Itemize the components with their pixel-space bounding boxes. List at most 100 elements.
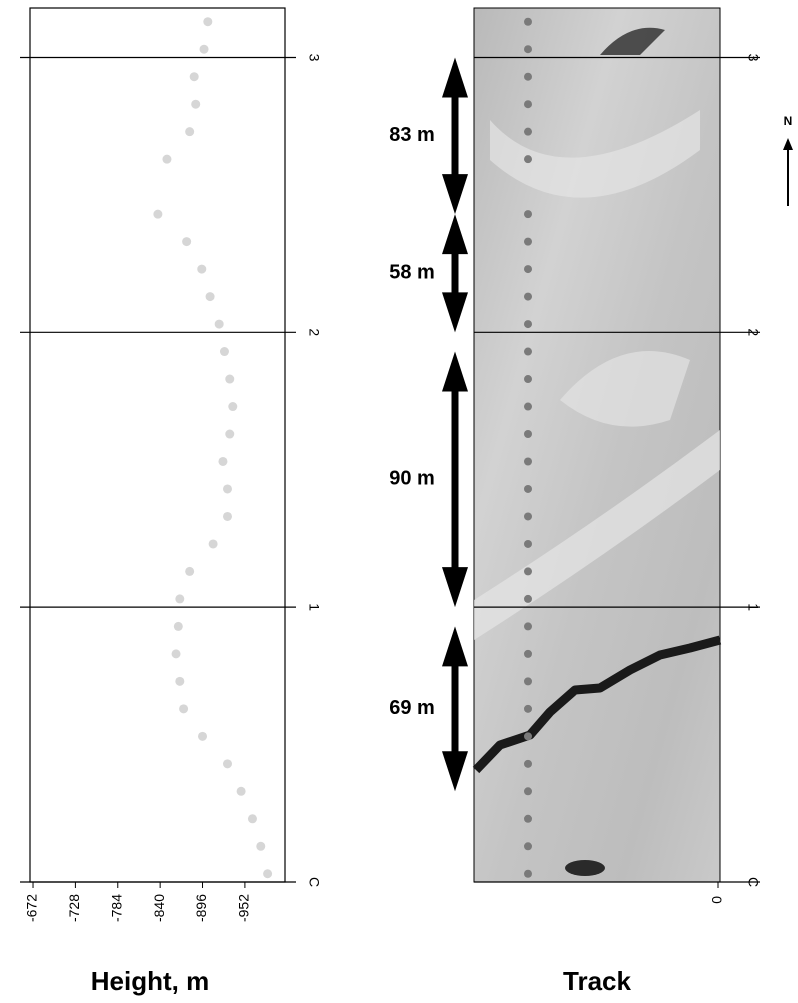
y-tick-label: C: [745, 877, 761, 887]
track-dot: [524, 72, 532, 81]
image-ridge: [474, 430, 720, 640]
span-label: 58 m: [389, 262, 435, 284]
track-dot: [524, 375, 532, 384]
track-dot: [524, 17, 532, 26]
track-dot: [524, 677, 532, 686]
track-dot: [524, 512, 532, 521]
data-point: [228, 402, 238, 412]
span-label: 69 m: [389, 697, 435, 719]
data-point: [236, 786, 246, 796]
track-dot: [524, 539, 532, 548]
x-axis-label: Height, m: [91, 966, 209, 996]
data-point: [208, 539, 218, 549]
track-dot: [524, 759, 532, 768]
track-dot: [524, 869, 532, 878]
data-point: [225, 429, 235, 439]
data-point: [205, 292, 215, 302]
image-ridge: [490, 110, 700, 198]
track-dot: [524, 45, 532, 54]
track-dot: [524, 704, 532, 713]
x-tick-label: 0: [709, 896, 725, 904]
image-shadow: [565, 860, 605, 876]
data-point: [222, 511, 232, 521]
data-point: [175, 594, 185, 604]
span-label: 83 m: [389, 124, 435, 146]
track-dot: [524, 402, 532, 411]
x-tick-label: -952: [236, 894, 252, 922]
track-dot: [524, 842, 532, 851]
y-tick-label: C: [306, 877, 322, 887]
data-point: [153, 209, 163, 219]
span-arrow-part: [442, 57, 468, 98]
track-dot: [524, 484, 532, 493]
track-dot: [524, 814, 532, 823]
data-point: [218, 456, 228, 466]
x-axis-label: Track: [563, 966, 631, 996]
data-point: [185, 127, 195, 137]
data-point: [247, 814, 257, 824]
data-point: [162, 154, 172, 164]
track-dot: [524, 292, 532, 301]
span-arrow: [442, 626, 468, 792]
data-point: [197, 264, 207, 274]
data-point: [219, 347, 229, 357]
span-arrow-part: [442, 626, 468, 667]
track-dot: [524, 622, 532, 631]
data-point: [198, 731, 208, 741]
x-tick-label: -896: [193, 894, 209, 922]
span-arrow-part: [442, 292, 468, 333]
span-arrow-part: [442, 567, 468, 608]
span-arrow-part: [442, 751, 468, 792]
track-dot: [524, 732, 532, 741]
y-tick-label: 2: [745, 328, 761, 336]
span-arrow-part: [442, 351, 468, 392]
x-tick-label: -728: [66, 894, 82, 922]
span-arrow-part: [442, 214, 468, 255]
track-dot: [524, 265, 532, 274]
track-dot: [524, 155, 532, 164]
image-ridge: [560, 351, 690, 427]
x-tick-label: -784: [108, 894, 124, 922]
track-dot: [524, 649, 532, 658]
north-label: N: [784, 114, 793, 128]
y-tick-label: 1: [306, 603, 322, 611]
data-point: [175, 676, 185, 686]
image-shadow: [600, 27, 665, 55]
y-tick-label: 1: [745, 603, 761, 611]
track-dot: [524, 237, 532, 246]
track-dot: [524, 210, 532, 219]
span-arrow: [442, 214, 468, 333]
data-point: [182, 237, 192, 247]
data-point: [191, 99, 201, 109]
span-arrow: [442, 351, 468, 608]
data-point: [199, 44, 209, 54]
data-point: [171, 649, 181, 659]
track-dot: [524, 347, 532, 356]
data-point: [203, 17, 213, 27]
track-dot: [524, 100, 532, 109]
track-dot: [524, 127, 532, 136]
y-tick-label: 3: [745, 54, 761, 62]
north-arrow-head: [783, 138, 793, 150]
track-dot: [524, 787, 532, 796]
image-scarp: [472, 635, 722, 774]
plot-frame: [29, 7, 286, 883]
span-arrow-part: [442, 174, 468, 215]
data-point: [185, 566, 195, 576]
x-tick-label: -672: [24, 894, 40, 922]
track-dot: [524, 320, 532, 329]
data-point: [179, 704, 189, 714]
data-point: [225, 374, 235, 384]
data-point: [214, 319, 224, 329]
data-point: [222, 484, 232, 494]
span-arrow: [442, 57, 468, 215]
x-tick-label: -840: [151, 894, 167, 922]
track-dot: [524, 567, 532, 576]
y-tick-label: 2: [306, 328, 322, 336]
data-point: [222, 759, 232, 769]
track-dot: [524, 594, 532, 603]
span-label: 90 m: [389, 468, 435, 490]
track-dot: [524, 457, 532, 466]
track-dot: [524, 430, 532, 439]
